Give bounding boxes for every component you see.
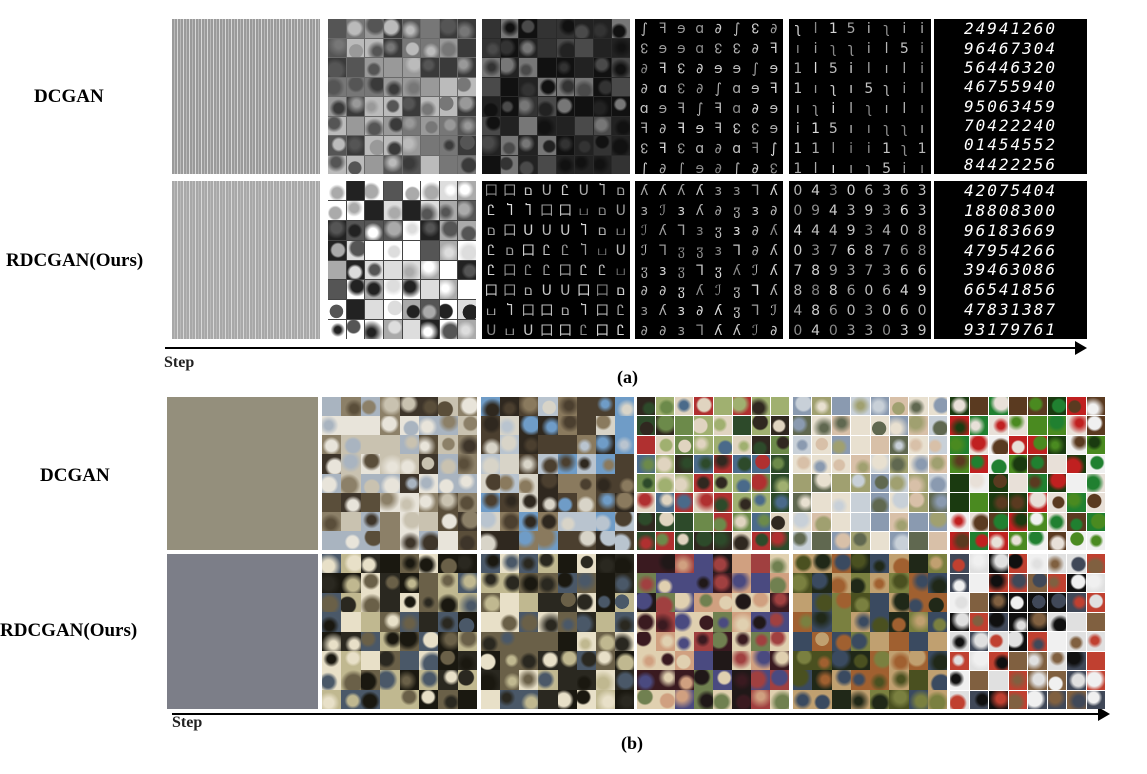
panel-b-step-label: Step bbox=[172, 714, 203, 731]
panel-a-dcgan-step-4: ∫ ꟻ ɘ ɑ ∂ ∫ ↋ ∂ ↋ ɘ ɘ ɑ ↋ ↋ ∂ ꟻ ∂ ꟻ ↋ ∂ ɘ ɘ ∫ ɘ ∂ ɑ ↋ ∂ ∫ ɑ ɘ ꟻ ɑ ɘ ꟻ ∫ ꟻ ɑ ∂ ɘ… bbox=[635, 19, 783, 174]
digit-row: 18808300 bbox=[963, 201, 1058, 221]
panel-b-rdcgan-step-2 bbox=[322, 554, 477, 709]
panel-a-row-label-rdcgan: RDCGAN(Ours) bbox=[6, 250, 144, 271]
panel-b-step-axis bbox=[172, 707, 1110, 721]
panel-a-dcgan-step-1 bbox=[172, 19, 320, 174]
digit-row: 24941260 bbox=[963, 19, 1058, 39]
panel-a-rdcgan-step-1 bbox=[172, 181, 320, 339]
digit-row: 96467304 bbox=[963, 38, 1058, 58]
digit-row: 39463086 bbox=[963, 260, 1058, 280]
panel-a-rdcgan-step-2 bbox=[328, 181, 476, 339]
digit-row: 84422256 bbox=[963, 154, 1058, 174]
panel-a-caption: (a) bbox=[617, 367, 638, 387]
panel-a-rdcgan-step-6: 42075404 18808300 96183669 47954266 39463086… bbox=[934, 181, 1087, 339]
panel-b-dcgan-step-1 bbox=[167, 397, 318, 550]
panel-b-rdcgan-step-3 bbox=[481, 554, 634, 709]
panel-b-dcgan-step-3 bbox=[481, 397, 634, 550]
panel-a-row-label-dcgan: DCGAN bbox=[34, 86, 104, 107]
panel-b-rdcgan-step-5 bbox=[793, 554, 947, 709]
digit-row: 46755940 bbox=[963, 77, 1058, 97]
panel-b-dcgan-step-5 bbox=[793, 397, 947, 550]
panel-b-dcgan-step-2 bbox=[322, 397, 477, 550]
panel-b-rdcgan-step-1 bbox=[167, 554, 318, 709]
panel-b-rdcgan-step-4 bbox=[637, 554, 789, 709]
panel-a-dcgan-step-2 bbox=[328, 19, 476, 174]
digit-row: 47954266 bbox=[963, 240, 1058, 260]
digit-row: 70422240 bbox=[963, 116, 1058, 136]
digit-row: 01454552 bbox=[963, 135, 1058, 155]
panel-a-step-label: Step bbox=[164, 354, 195, 371]
panel-a-dcgan-step-3 bbox=[482, 19, 630, 174]
panel-a-step-axis bbox=[165, 341, 1087, 355]
digit-row: 56446320 bbox=[963, 57, 1058, 77]
digit-row: 47831387 bbox=[963, 299, 1058, 319]
digit-row: 66541856 bbox=[963, 280, 1058, 300]
panel-b-row-label-rdcgan: RDCGAN(Ours) bbox=[0, 620, 138, 641]
panel-b-dcgan-step-4 bbox=[637, 397, 789, 550]
digit-row: 42075404 bbox=[963, 181, 1058, 201]
panel-b-rdcgan-step-6 bbox=[950, 554, 1105, 709]
panel-b-dcgan-step-6 bbox=[950, 397, 1105, 550]
panel-b-row-label-dcgan: DCGAN bbox=[40, 465, 110, 486]
digit-row: 96183669 bbox=[963, 220, 1058, 240]
panel-b-caption: (b) bbox=[621, 733, 643, 753]
panel-a-dcgan-step-6: 24941260 96467304 56446320 46755940 95063459… bbox=[934, 19, 1087, 174]
digit-row: 95063459 bbox=[963, 96, 1058, 116]
digit-row: 93179761 bbox=[963, 319, 1058, 339]
